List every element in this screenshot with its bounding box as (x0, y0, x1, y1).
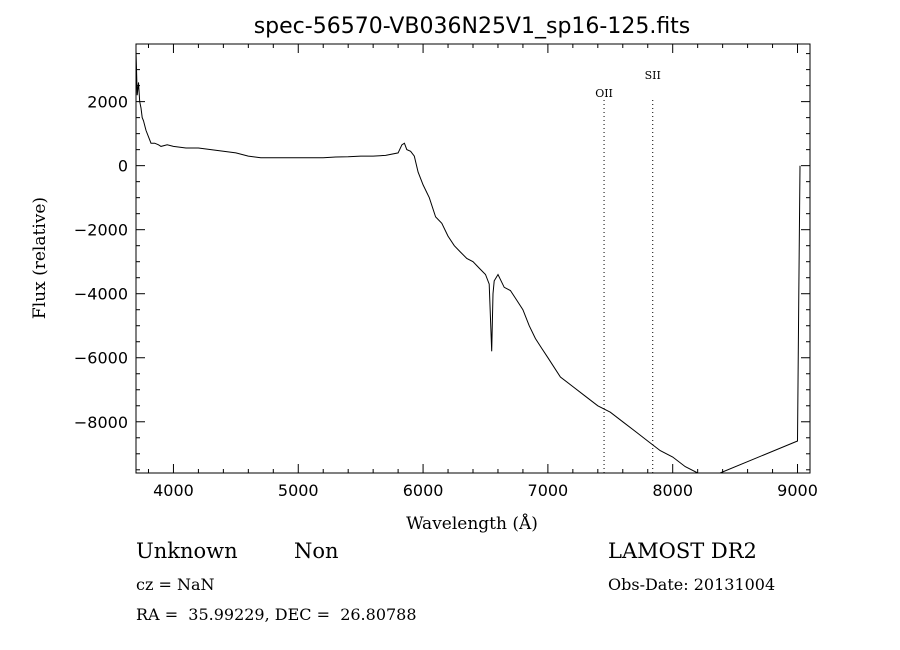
chart-title: spec-56570-VB036N25V1_sp16-125.fits (254, 14, 691, 39)
plot-frame (135, 43, 811, 474)
x-tick-label: 8000 (652, 481, 693, 500)
survey-name: LAMOST DR2 (608, 539, 757, 563)
x-tick-label: 9000 (777, 481, 818, 500)
x-tick-label: 6000 (403, 481, 444, 500)
axis-ticks: 4000 5000 6000 7000 8000 9000 2000 0 −2000 −4000 −… (74, 44, 818, 500)
y-axis-label: Flux (relative) (30, 197, 50, 319)
line-label-sii: SII (645, 69, 661, 82)
spectral-class: Unknown (136, 539, 238, 563)
y-tick-label: −6000 (74, 349, 128, 368)
y-tick-label: 2000 (87, 93, 128, 112)
coordinates: RA = 35.99229, DEC = 26.80788 (136, 605, 417, 624)
y-tick-label: −8000 (74, 413, 128, 432)
x-axis-label: Wavelength (Å) (406, 513, 538, 534)
y-tick-label: 0 (118, 157, 128, 176)
spectrum-line (135, 50, 801, 474)
redshift-cz: cz = NaN (136, 575, 215, 594)
y-tick-label: −2000 (74, 221, 128, 240)
y-tick-label: −4000 (74, 285, 128, 304)
spectral-subclass: Non (294, 539, 339, 563)
x-tick-label: 4000 (153, 481, 194, 500)
line-annotations: OII SII (595, 69, 661, 473)
x-tick-label: 5000 (278, 481, 319, 500)
x-tick-label: 7000 (528, 481, 569, 500)
line-label-oii: OII (595, 87, 613, 100)
observation-date: Obs-Date: 20131004 (608, 575, 776, 594)
